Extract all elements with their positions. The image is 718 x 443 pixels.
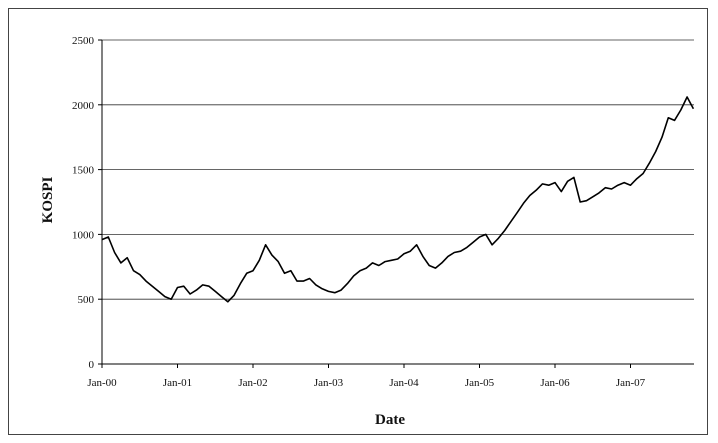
y-tick-label: 2000	[72, 100, 95, 112]
y-tick-label: 1500	[72, 165, 95, 177]
gridlines	[102, 39, 694, 300]
y-tick-labels: 0 500 1000 1500 2000 2500	[72, 35, 95, 371]
x-tick-label: Jan-02	[238, 377, 267, 389]
x-tick-label: Jan-07	[616, 377, 646, 389]
x-tick-label: Jan-06	[540, 377, 570, 389]
x-tick-label: Jan-05	[465, 377, 495, 389]
x-axis-title: Date	[375, 412, 405, 428]
y-tick-label: 1000	[72, 229, 95, 241]
series-line-kospi	[101, 96, 695, 303]
y-tick-label: 500	[78, 294, 95, 306]
x-tick-label: Jan-01	[163, 377, 192, 389]
x-tick-label: Jan-04	[389, 377, 419, 389]
y-axis-title: KOSPI	[40, 177, 56, 224]
x-tick-labels: Jan-00 Jan-01 Jan-02 Jan-03 Jan-04 Jan-05 Jan-…	[87, 377, 645, 389]
axes	[98, 39, 694, 368]
x-tick-label: Jan-00	[87, 377, 117, 389]
x-tick-label: Jan-03	[314, 377, 344, 389]
y-tick-label: 2500	[72, 35, 95, 47]
y-tick-label: 0	[89, 359, 95, 371]
